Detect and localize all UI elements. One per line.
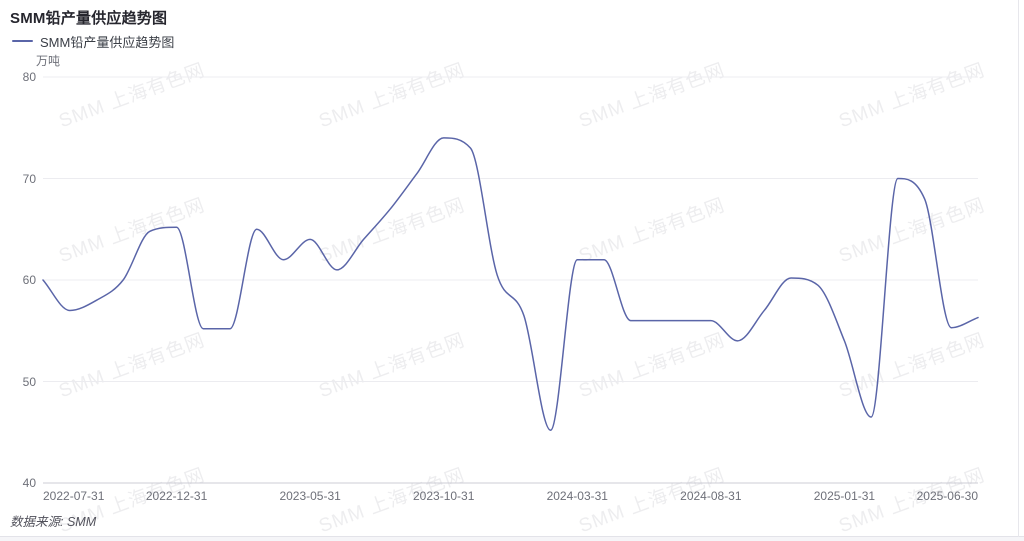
y-tick-label: 70 xyxy=(22,171,36,186)
legend-label: SMM铅产量供应趋势图 xyxy=(40,34,175,50)
x-tick-label: 2025-01-31 xyxy=(813,489,876,503)
series-line xyxy=(42,137,979,431)
page-scrollbar[interactable] xyxy=(1018,0,1019,537)
legend-item[interactable]: SMM铅产量供应趋势图 xyxy=(12,33,175,50)
x-tick-label: 2024-03-31 xyxy=(546,489,608,503)
page-bottom-gutter xyxy=(0,537,1024,541)
line-series-icon xyxy=(12,39,33,43)
x-tick-label: 2023-10-31 xyxy=(413,489,475,503)
x-tick-label: 2023-05-31 xyxy=(279,489,341,503)
y-tick-label: 60 xyxy=(22,273,36,287)
page-bottom-divider xyxy=(0,536,1024,537)
y-tick-label: 50 xyxy=(22,374,36,389)
y-tick-label: 40 xyxy=(22,476,36,490)
chart-title: SMM铅产量供应趋势图 xyxy=(10,10,168,27)
x-tick-label: 2022-07-31 xyxy=(43,489,105,503)
y-axis-unit: 万吨 xyxy=(36,54,61,68)
x-tick-label: 2024-08-31 xyxy=(680,489,742,503)
y-tick-label: 80 xyxy=(22,70,36,84)
data-source-note: 数据来源: SMM xyxy=(10,515,97,529)
x-tick-label: 2022-12-31 xyxy=(145,489,208,503)
x-tick-label: 2025-06-30 xyxy=(916,489,978,503)
